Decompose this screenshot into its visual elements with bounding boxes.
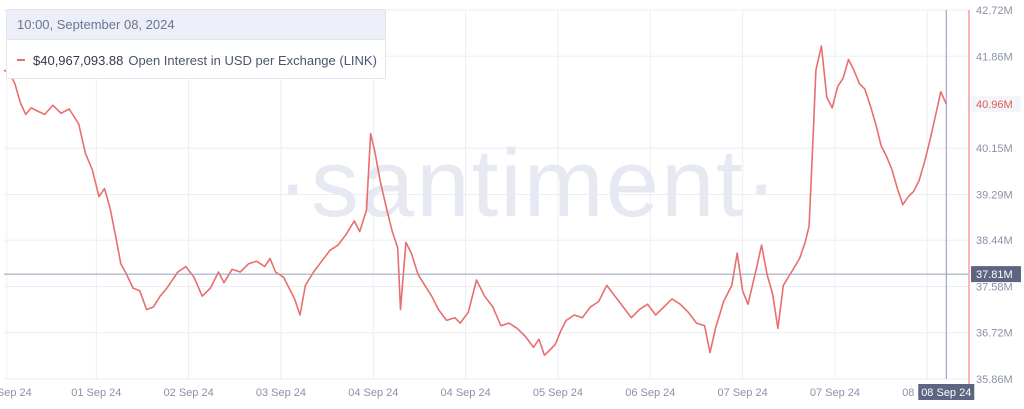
y-tick-label: 36.72M (976, 328, 1013, 340)
y-tick-label: 37.58M (976, 281, 1013, 293)
tooltip-series-label: Open Interest in USD per Exchange (LINK) (128, 52, 377, 68)
x-tick-label: 04 Sep 24 (348, 387, 398, 399)
series-line-0 (3, 45, 948, 357)
y-tick-label: 41.86M (976, 51, 1013, 63)
tooltip: 10:00, September 08, 2024 $40,967,093.88… (6, 9, 386, 79)
crosshair (4, 10, 968, 379)
x-tick-label: 07 Sep 24 (810, 387, 860, 399)
x-tick-label: 04 Sep 24 (441, 387, 491, 399)
x-tick-label: 03 Sep 24 (256, 387, 306, 399)
tooltip-value: $40,967,093.88 (33, 52, 124, 68)
current-value-badge (971, 96, 1021, 113)
tooltip-date: 10:00, September 08, 2024 (7, 10, 385, 40)
y-tick-label: 40.15M (976, 143, 1013, 155)
crosshair-value-label: 37.81M (976, 269, 1013, 281)
y-axis: 42.72M 41.86M 40.15M 39.29M 38.44M 37.58M 36.7… (968, 5, 1021, 387)
crosshair-value-badge (971, 266, 1021, 283)
x-tick-label: 06 Sep 24 (625, 387, 675, 399)
x-tick-label: 01 Sep 24 (71, 387, 121, 399)
crosshair-date-badge (918, 384, 975, 400)
x-axis: 01 Sep 24 01 Sep 24 02 Sep 24 03 Sep 24 04 S… (0, 384, 975, 400)
santiment-watermark: ·santiment· (277, 130, 779, 237)
x-tick-label: 05 Sep 24 (533, 387, 583, 399)
x-tick-label: 01 Sep 24 (0, 387, 32, 399)
x-tick-label: 02 Sep 24 (164, 387, 214, 399)
y-tick-label: 35.86M (976, 374, 1013, 386)
current-value-label: 40.96M (976, 99, 1013, 111)
crosshair-date-label: 08 Sep 24 (921, 387, 971, 399)
y-tick-label: 39.29M (976, 190, 1013, 202)
x-tick-label: 07 Sep 24 (718, 387, 768, 399)
y-tick-label: 42.72M (976, 5, 1013, 17)
series-color-swatch (17, 59, 25, 61)
y-tick-label: 38.44M (976, 235, 1013, 247)
series-layer (3, 45, 948, 357)
tooltip-series-row: $40,967,093.88 Open Interest in USD per … (7, 40, 385, 80)
